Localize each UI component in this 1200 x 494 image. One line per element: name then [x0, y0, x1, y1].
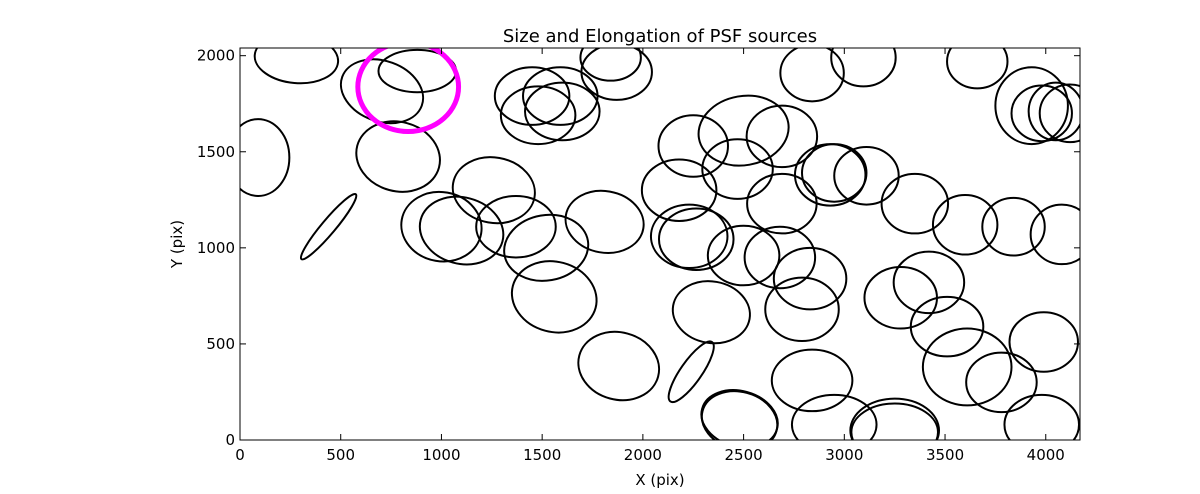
- x-tick-label: 1000: [422, 446, 460, 464]
- psf-ellipse: [909, 295, 985, 358]
- psf-ellipse: [475, 194, 557, 259]
- psf-ellipse: [1027, 81, 1080, 142]
- psf-ellipse: [772, 246, 848, 311]
- psf-ellipse: [700, 390, 779, 440]
- psf-ellipse: [946, 48, 1009, 90]
- psf-ellipse: [746, 172, 818, 235]
- psf-ellipse: [700, 389, 779, 440]
- psf-ellipse: [577, 330, 661, 402]
- psf-ellipse: [701, 138, 774, 200]
- psf-ellipse: [400, 190, 483, 263]
- psf-ellipse: [580, 48, 653, 101]
- psf-ellipse: [1038, 83, 1080, 144]
- y-tick-label: 2000: [197, 47, 235, 65]
- psf-ellipse: [849, 397, 940, 440]
- psf-ellipse: [994, 66, 1069, 146]
- psf-ellipse: [880, 172, 950, 235]
- psf-ellipse: [657, 114, 729, 178]
- psf-ellipse: [564, 189, 645, 254]
- y-axis-label: Y (pix): [168, 220, 186, 269]
- y-tick-label: 1500: [197, 143, 235, 161]
- psf-ellipse: [863, 266, 938, 330]
- psf-ellipse: [1010, 84, 1073, 143]
- psf-ellipse: [657, 207, 735, 271]
- x-tick-label: 0: [235, 446, 245, 464]
- psf-ellipse: [790, 393, 878, 440]
- chart-title: Size and Elongation of PSF sources: [503, 26, 817, 47]
- psf-ellipse: [510, 260, 598, 334]
- psf-ellipse: [764, 276, 840, 343]
- y-tick-label: 1000: [197, 239, 235, 257]
- highlight-circle: [355, 48, 462, 134]
- psf-ellipse: [981, 196, 1046, 257]
- psf-ellipse: [850, 402, 939, 440]
- psf-ellipse: [640, 158, 718, 222]
- psf-ellipse: [706, 224, 781, 287]
- psf-ellipse: [697, 94, 790, 167]
- x-tick-label: 3000: [825, 446, 863, 464]
- psf-ellipse: [355, 120, 441, 193]
- psf-ellipse: [418, 195, 505, 266]
- psf-ellipse: [892, 250, 966, 315]
- plot-frame: [239, 47, 1081, 441]
- x-tick-label: 4000: [1027, 446, 1065, 464]
- psf-ellipse: [1003, 393, 1080, 440]
- psf-ellipse: [1008, 311, 1079, 373]
- psf-ellipse: [1029, 203, 1080, 266]
- psf-ellipse: [793, 143, 867, 207]
- psf-ellipse: [931, 194, 999, 256]
- y-axis: 0 500 1000 1500 2000: [197, 47, 1080, 449]
- psf-ellipse: [503, 213, 590, 282]
- psf-ellipse: [833, 145, 900, 206]
- psf-ellipse: [667, 340, 715, 404]
- psf-ellipse: [579, 48, 642, 82]
- x-tick-label: 2000: [624, 446, 662, 464]
- ellipse-marks: [240, 48, 1080, 440]
- psf-ellipse: [743, 225, 817, 290]
- psf-ellipse: [830, 48, 897, 88]
- psf-ellipse: [253, 48, 340, 85]
- psf-ellipse: [779, 48, 845, 103]
- psf-ellipse: [649, 203, 729, 270]
- psf-ellipse: [770, 348, 854, 413]
- psf-ellipse: [745, 104, 819, 169]
- psf-ellipse: [240, 118, 291, 197]
- y-tick-label: 0: [225, 431, 235, 449]
- x-tick-label: 500: [326, 446, 355, 464]
- x-tick-label: 3500: [926, 446, 964, 464]
- psf-ellipse: [451, 156, 536, 225]
- psf-ellipse: [493, 66, 571, 126]
- x-axis-label: X (pix): [635, 471, 684, 489]
- x-axis: 0 500 1000 1500 2000 2500 3000 3500 4000: [235, 48, 1065, 464]
- psf-ellipse: [299, 193, 358, 261]
- psf-ellipse: [524, 81, 601, 142]
- psf-ellipse: [965, 351, 1038, 414]
- psf-ellipse: [801, 143, 868, 203]
- x-tick-label: 1500: [523, 446, 561, 464]
- y-tick-label: 500: [206, 335, 235, 353]
- psf-ellipse: [671, 280, 751, 345]
- psf-ellipse: [921, 327, 1013, 407]
- x-tick-label: 2500: [725, 446, 763, 464]
- psf-ellipse: [499, 85, 577, 146]
